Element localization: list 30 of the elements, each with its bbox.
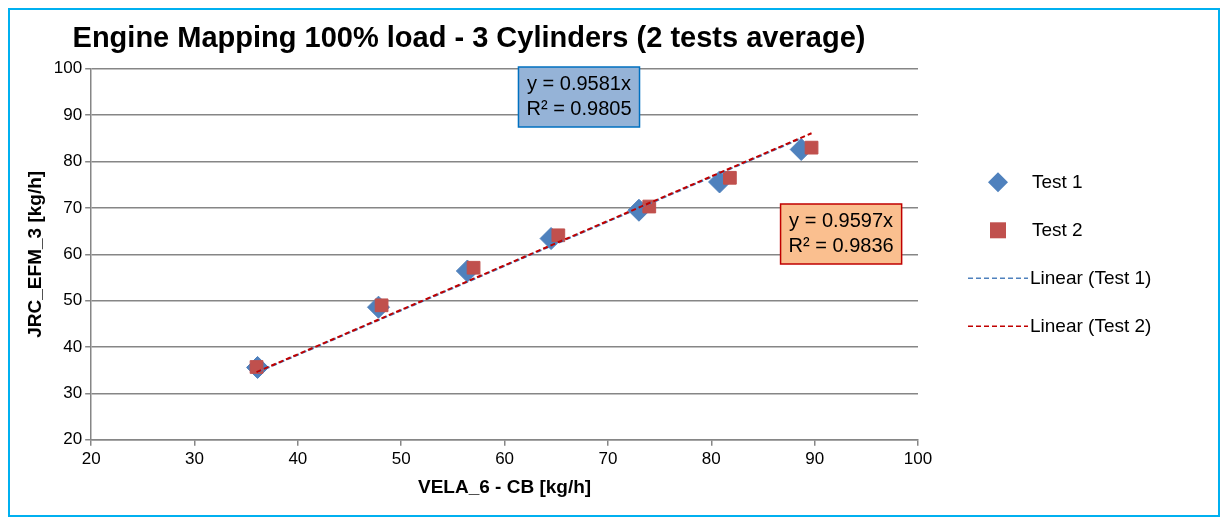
x-tick-label: 30 [185,448,204,468]
x-tick-label: 70 [598,448,618,468]
x-tick-label: 90 [805,448,825,468]
chart-title: Engine Mapping 100% load - 3 Cylinders (2 tests average) [72,21,866,54]
y-tick-label: 60 [63,243,83,263]
point [551,228,566,243]
y-tick-label: 50 [63,290,83,310]
legend-label: Linear (Test 2) [1030,314,1152,336]
point [723,170,737,185]
y-tick-label: 70 [63,197,83,217]
y-tick-label: 80 [63,151,83,171]
legend-label: Test 2 [1032,218,1083,240]
x-tick-label: 100 [903,448,933,468]
point [804,140,819,155]
legend-label: Test 1 [1032,170,1083,192]
x-tick-label: 20 [81,448,101,468]
y-tick-label: 90 [63,104,83,124]
annotation: y = 0.9597x R² = 0.9836 [788,208,894,256]
y-tick-label: 30 [63,383,83,403]
y-axis-title: JRC_EFM_3 [kg/h] [23,170,45,338]
y-tick-label: 20 [63,429,83,449]
x-tick-label: 60 [495,448,515,468]
legend-label: Linear (Test 1) [1030,266,1152,288]
annotation: y = 0.9581x R² = 0.9805 [526,72,632,120]
y-tick-label: 40 [63,336,83,356]
x-tick-label: 50 [391,448,411,468]
x-tick-label: 40 [288,448,308,468]
x-axis-title: VELA_6 - CB [kg/h] [418,475,592,497]
x-tick-label: 80 [701,448,721,468]
y-tick-label: 100 [53,58,83,78]
